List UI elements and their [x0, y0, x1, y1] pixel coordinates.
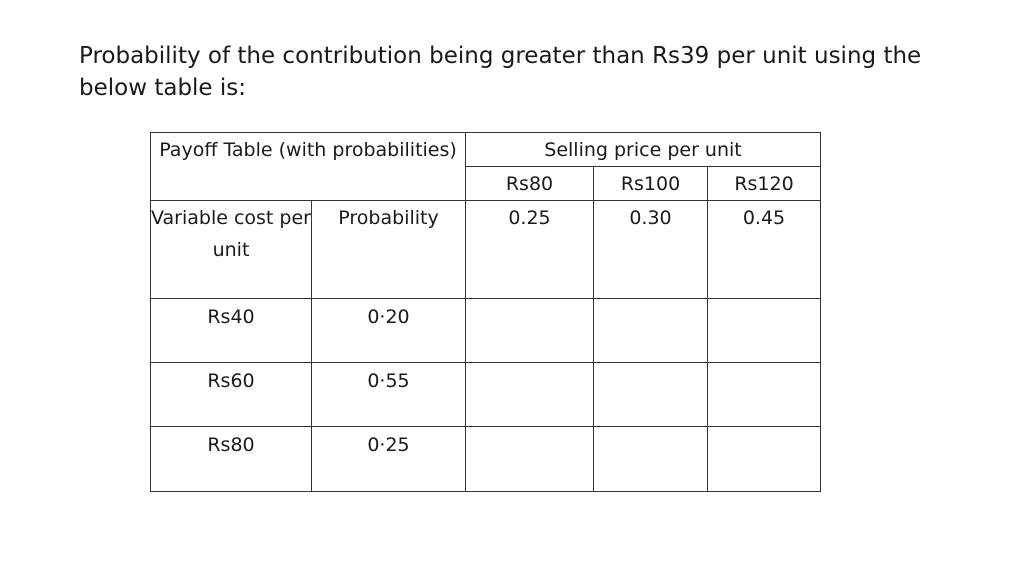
payoff-cell	[707, 426, 821, 492]
table-header-row: Payoff Table (with probabilities) Sellin…	[150, 132, 821, 201]
payoff-value	[466, 299, 593, 301]
table-header-row: Rs80 Rs100 Rs120	[151, 166, 821, 201]
payoff-cell	[465, 298, 594, 363]
payoff-value	[708, 427, 820, 429]
payoff-value	[594, 427, 707, 429]
variable-cost-cell: Rs80	[150, 426, 312, 492]
payoff-value	[594, 363, 707, 365]
payoff-value	[708, 363, 820, 365]
variable-cost-header-cell: Variable cost per unit	[150, 200, 312, 299]
variable-cost-cell: Rs40	[150, 298, 312, 363]
table-row: Rs80 0·25	[150, 426, 821, 492]
corner-header-cell: Payoff Table (with probabilities)	[150, 132, 466, 201]
table-row: Rs60 0·55	[150, 362, 821, 427]
payoff-cell	[593, 362, 708, 427]
variable-cost-value: Rs60	[207, 370, 255, 392]
probability-header-cell: Probability	[311, 200, 466, 299]
payoff-cell	[465, 362, 594, 427]
selling-price-cell: Rs100	[593, 166, 708, 201]
price-probability-value: 0.25	[508, 207, 551, 229]
selling-price-cell: Rs120	[707, 166, 821, 201]
price-probability-cell: 0.25	[465, 200, 594, 299]
price-probability-value: 0.45	[742, 207, 786, 229]
table-header-row: Variable cost per unit Probability 0.25 …	[150, 200, 821, 299]
price-probability-value: 0.30	[629, 207, 672, 229]
selling-price-header-cell: Selling price per unit	[465, 132, 821, 167]
cost-probability-cell: 0·25	[311, 426, 466, 492]
variable-cost-value: Rs80	[207, 434, 255, 456]
cost-probability-value: 0·25	[367, 434, 410, 456]
selling-price-label: Rs100	[620, 173, 681, 195]
payoff-cell	[593, 426, 708, 492]
corner-header: Payoff Table (with probabilities)	[159, 139, 457, 161]
payoff-cell	[465, 426, 594, 492]
payoff-value	[708, 299, 820, 301]
table-row: Rs40 0·20	[150, 298, 821, 363]
price-probability-cell: 0.30	[593, 200, 708, 299]
payoff-cell	[707, 298, 821, 363]
cost-probability-cell: 0·55	[311, 362, 466, 427]
cost-probability-value: 0·20	[367, 306, 410, 328]
payoff-cell	[707, 362, 821, 427]
cost-probability-value: 0·55	[367, 370, 410, 392]
payoff-cell	[593, 298, 708, 363]
payoff-table: Payoff Table (with probabilities) Sellin…	[150, 132, 821, 492]
price-probability-cell: 0.45	[707, 200, 821, 299]
payoff-value	[594, 299, 707, 301]
variable-cost-header: Variable cost per unit	[151, 207, 311, 261]
slide-title: Probability of the contribution being gr…	[79, 43, 922, 101]
cost-probability-cell: 0·20	[311, 298, 466, 363]
selling-price-label: Rs120	[734, 173, 794, 195]
variable-cost-value: Rs40	[207, 306, 255, 328]
selling-price-header: Selling price per unit	[544, 139, 742, 161]
probability-header: Probability	[338, 207, 439, 229]
payoff-value	[466, 363, 593, 365]
payoff-value	[466, 427, 593, 429]
variable-cost-cell: Rs60	[150, 362, 312, 427]
selling-price-label: Rs80	[505, 173, 554, 195]
selling-price-cell: Rs80	[465, 166, 594, 201]
